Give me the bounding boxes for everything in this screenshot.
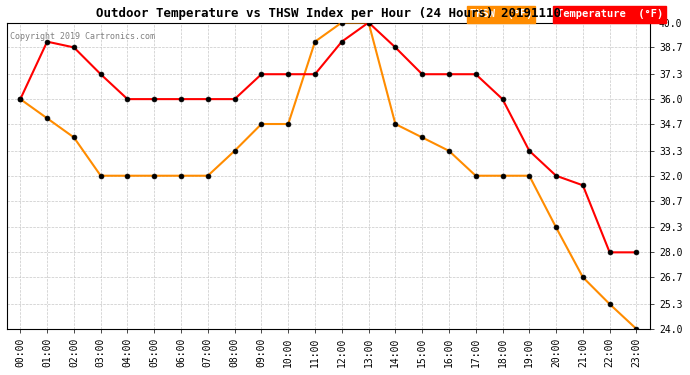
Text: Copyright 2019 Cartronics.com: Copyright 2019 Cartronics.com (10, 32, 155, 41)
Text: THSW  (°F): THSW (°F) (470, 9, 532, 20)
Title: Outdoor Temperature vs THSW Index per Hour (24 Hours) 20191110: Outdoor Temperature vs THSW Index per Ho… (96, 7, 561, 20)
Text: Temperature  (°F): Temperature (°F) (557, 9, 663, 20)
